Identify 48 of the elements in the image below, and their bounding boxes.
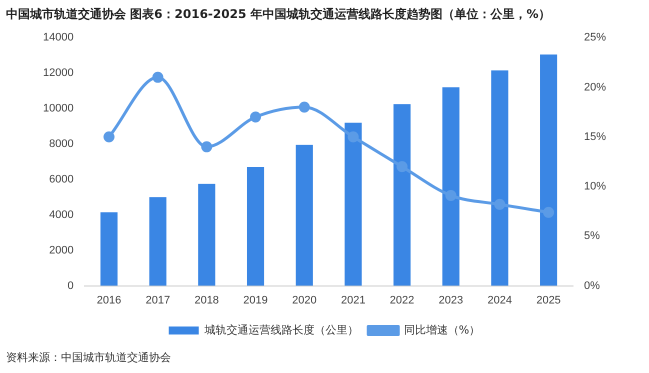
legend-label: 同比增速（%） bbox=[404, 323, 480, 336]
legend-label: 城轨交通运营线路长度（公里） bbox=[203, 323, 358, 336]
y2-tick-label: 25% bbox=[584, 32, 606, 44]
bar bbox=[442, 87, 460, 286]
text: 资料来源：中国城市轨道交通协会 bbox=[6, 350, 171, 365]
y-tick-label: 0 bbox=[67, 280, 74, 292]
point bbox=[152, 72, 164, 83]
x-tick-label: 2024 bbox=[487, 294, 512, 306]
bar bbox=[198, 184, 216, 286]
chart-title: 中国城市轨道交通协会 图表6：2016-2025 年中国城轨交通运营线路长度趋势图（单位：公里，%） bbox=[6, 6, 551, 23]
bar bbox=[246, 167, 264, 286]
y-tick-label: 2000 bbox=[49, 244, 74, 256]
point bbox=[543, 206, 554, 218]
point bbox=[298, 102, 310, 113]
bar bbox=[149, 197, 166, 286]
y2-tick-label: 0% bbox=[584, 280, 600, 292]
point bbox=[201, 141, 212, 152]
y2-tick-label: 20% bbox=[584, 81, 606, 94]
x-tick-label: 2025 bbox=[536, 294, 561, 306]
y-tick-label: 6000 bbox=[49, 173, 74, 186]
y-tick-label: 10000 bbox=[42, 102, 74, 115]
y2-tick-label: 5% bbox=[584, 230, 600, 242]
x-tick-label: 2016 bbox=[96, 294, 122, 306]
bar bbox=[540, 54, 558, 286]
point bbox=[396, 161, 408, 172]
point bbox=[445, 190, 456, 201]
point bbox=[348, 131, 359, 142]
y2-tick-label: 15% bbox=[584, 130, 606, 143]
point bbox=[494, 198, 506, 210]
x-tick-label: 2019 bbox=[243, 294, 268, 306]
point bbox=[250, 112, 262, 123]
x-tick-label: 2021 bbox=[340, 294, 366, 306]
bar bbox=[491, 70, 508, 286]
x-tick-label: 2023 bbox=[438, 294, 464, 306]
bar bbox=[100, 212, 118, 286]
bar bbox=[344, 122, 362, 286]
y-tick-label: 14000 bbox=[42, 32, 74, 44]
x-tick-label: 2018 bbox=[194, 294, 219, 306]
x-tick-label: 2020 bbox=[292, 294, 317, 306]
bar bbox=[296, 144, 313, 286]
x-tick-label: 2022 bbox=[390, 294, 414, 306]
y2-tick-label: 10% bbox=[584, 180, 606, 193]
x-tick-label: 2017 bbox=[146, 294, 170, 306]
bar bbox=[394, 104, 411, 286]
y-tick-label: 12000 bbox=[42, 67, 74, 80]
y-tick-label: 8000 bbox=[49, 138, 74, 150]
point bbox=[104, 131, 115, 142]
y-tick-label: 4000 bbox=[49, 208, 74, 221]
